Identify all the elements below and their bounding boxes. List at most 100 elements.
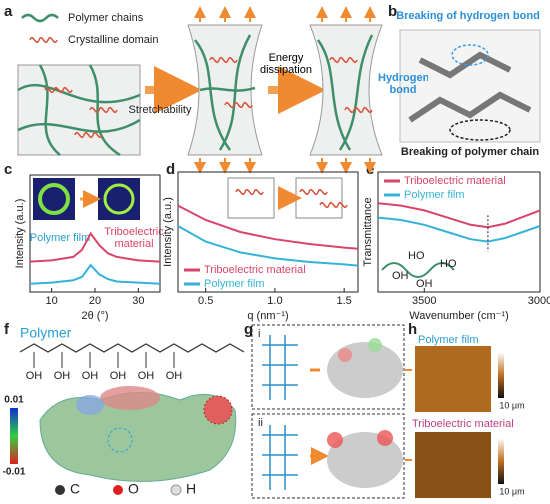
network: [194, 34, 256, 151]
atom-o: [113, 485, 123, 495]
annotation: Breaking of polymer chain: [401, 146, 539, 158]
panel-label: c: [4, 161, 12, 178]
y-axis-label: Transmittance: [362, 197, 374, 266]
x-tick-label: 1.0: [267, 295, 282, 307]
crystalline-domain: [29, 37, 58, 43]
region: [338, 348, 352, 362]
afm-image: [415, 432, 491, 498]
legend-text: Triboelectric material: [204, 264, 306, 276]
color-bar: [498, 352, 504, 398]
highlight: [451, 44, 489, 66]
inset-label: Triboelectric material: [104, 226, 164, 250]
molecule-render: [327, 432, 403, 488]
esp-region: [100, 386, 160, 410]
legend-chain: [21, 13, 59, 23]
group-label: HO: [440, 258, 457, 270]
legend-text: Crystalline domain: [68, 34, 158, 46]
x-tick-label: 3500: [412, 295, 436, 307]
highlight: [107, 427, 133, 453]
ring: [103, 183, 135, 215]
network-box: [17, 64, 141, 156]
region: [368, 338, 382, 352]
annotation: Hydrogen bond: [378, 72, 428, 96]
molecule: [381, 262, 455, 278]
crystalline-domain: [344, 107, 373, 113]
group-label: OH: [166, 370, 183, 382]
scale-label: -0.01: [3, 467, 26, 478]
series-line: [177, 204, 359, 250]
scale-label: 0.01: [4, 395, 24, 406]
inset-label-box: Triboelectric material: [104, 226, 164, 250]
x-axis-label: Wavenumber (cm⁻¹): [409, 310, 509, 322]
x-tick-label: 20: [89, 295, 101, 307]
box: [251, 324, 405, 410]
plot-frame: [177, 171, 359, 293]
crystalline-domain: [299, 189, 328, 195]
crystalline-domain: [44, 87, 73, 93]
x-tick-label: 3000: [528, 295, 550, 307]
network: [17, 64, 141, 157]
x-tick-label: 30: [132, 295, 144, 307]
atom-label: C: [70, 481, 80, 497]
inset: [227, 177, 275, 219]
series-line: [377, 202, 541, 229]
highlight: [449, 119, 511, 141]
series-line: [177, 225, 359, 267]
group-label: OH: [138, 370, 155, 382]
arrow: [405, 369, 412, 461]
legend-text: Polymer film: [204, 278, 265, 290]
group-label: HO: [408, 250, 425, 262]
step-label: Stretchability: [129, 104, 192, 116]
annotation: Breaking of hydrogen bond: [396, 10, 540, 22]
group-label: OH: [110, 370, 127, 382]
panel-label: b: [388, 3, 397, 20]
panel-label: d: [166, 161, 175, 178]
inset: [295, 177, 343, 219]
panel-label: h: [408, 321, 417, 338]
x-axis-label: q (nm⁻¹): [247, 310, 288, 322]
color-bar: [498, 438, 504, 484]
atom-c: [55, 485, 65, 495]
molecule-image: [399, 29, 541, 143]
ring: [38, 183, 70, 215]
legend-text: Polymer film: [404, 189, 465, 201]
series-line: [29, 231, 161, 263]
crystalline-domain: [319, 202, 348, 208]
atom-h: [170, 484, 182, 496]
panel-label: g: [244, 321, 253, 338]
region: [327, 432, 343, 448]
scale-bar: 10 μm: [499, 486, 524, 496]
crystalline-domain: [74, 132, 103, 138]
molecule-render: [327, 342, 403, 398]
crystalline-domain: [224, 102, 253, 108]
arrow: [310, 368, 320, 456]
image-label: Triboelectric material: [412, 418, 514, 430]
region: [377, 430, 393, 446]
sub-label: i: [258, 328, 260, 340]
crystalline-domain: [329, 57, 358, 63]
sub-label: ii: [258, 417, 263, 429]
step-label: Energy dissipation: [260, 52, 312, 76]
group-label: OH: [416, 278, 433, 290]
group-label: OH: [82, 370, 99, 382]
group-label: OH: [54, 370, 71, 382]
network: [316, 34, 374, 151]
y-axis-label: Intensity (a.u.): [14, 199, 26, 269]
title: Polymer: [20, 325, 72, 341]
x-tick-label: 10: [46, 295, 58, 307]
crystalline-domain: [209, 57, 238, 63]
crystalline-domain: [235, 189, 264, 195]
chain: [19, 343, 245, 353]
scale-bar: 10 μm: [499, 400, 524, 410]
decorations: [10, 13, 541, 499]
panel-label: f: [4, 321, 10, 338]
image-label: Polymer film: [418, 334, 479, 346]
esp-region: [203, 395, 233, 425]
x-axis-label: 2θ (°): [81, 310, 108, 322]
series-line: [377, 216, 541, 243]
x-tick-label: 1.5: [337, 295, 352, 307]
afm-image: [415, 346, 491, 412]
step-label-box: Energy dissipation: [260, 52, 312, 76]
legend-text: Triboelectric material: [404, 175, 506, 187]
